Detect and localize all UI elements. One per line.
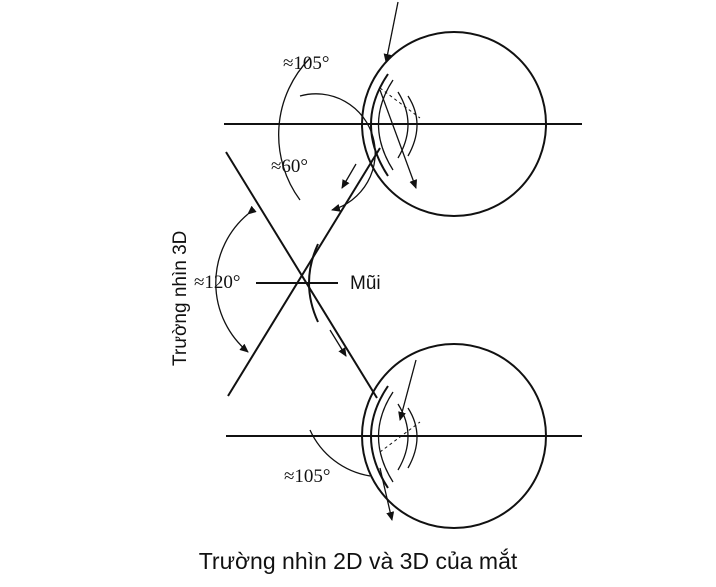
ray-arrow-lower: [329, 329, 347, 357]
arc-105-top: [278, 57, 311, 201]
top-lens: [397, 91, 418, 159]
arc-120: [215, 205, 257, 353]
top-inner-dash: [379, 87, 421, 119]
top-eye: [224, 1, 582, 217]
bottom-ray-arrow-out: [379, 467, 395, 521]
arc-60: [299, 93, 376, 212]
arc-105-bottom: [309, 429, 371, 477]
top-cornea-inner: [377, 79, 394, 171]
nose-curve: [308, 243, 319, 323]
label-nose: Mũi: [350, 273, 381, 294]
top-ray-arrow-out: [379, 89, 417, 189]
bottom-eyeball: [361, 343, 547, 529]
caption: Trường nhìn 2D và 3D của mắt: [199, 548, 518, 574]
top-eyeball: [361, 31, 547, 217]
ray-arrow-upper: [341, 163, 357, 189]
sightline-bottom-left-to-top-eye: [227, 147, 381, 397]
bottom-eye: [226, 343, 582, 529]
bottom-lens: [397, 403, 418, 471]
crossing-sightlines: [225, 147, 381, 399]
top-cornea: [370, 73, 389, 177]
top-ray-arrow-in: [383, 1, 399, 63]
label-angle-105-top: ≈105°: [283, 53, 330, 74]
label-angle-60: ≈60°: [271, 156, 308, 177]
label-angle-120: ≈120°: [194, 272, 241, 293]
bottom-inner-dash: [379, 421, 421, 453]
bottom-cornea-inner: [377, 391, 394, 483]
label-vertical-3d: Trường nhìn 3D: [170, 231, 191, 366]
bottom-ray-arrow-in: [398, 359, 417, 421]
label-angle-105-bottom: ≈105°: [284, 466, 331, 487]
